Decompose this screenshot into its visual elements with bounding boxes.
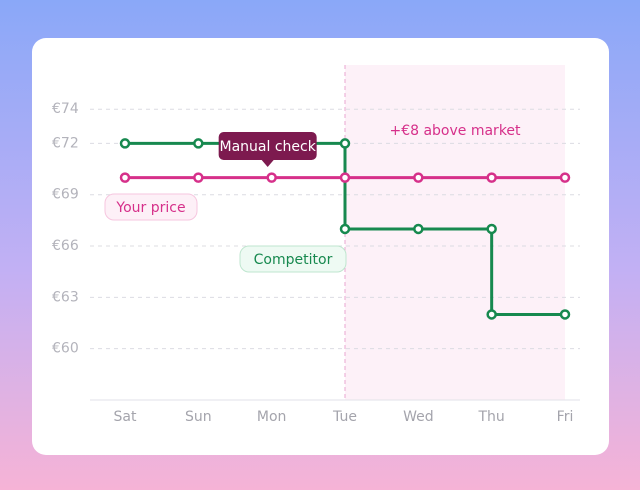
data-point xyxy=(486,172,497,183)
y-tick-label: €69 xyxy=(52,187,79,203)
tooltip-box xyxy=(218,132,317,160)
tooltip-label: Manual check xyxy=(220,139,317,155)
y-tick-label: €74 xyxy=(52,101,79,117)
data-point xyxy=(559,309,571,320)
data-point xyxy=(193,138,204,149)
data-point xyxy=(339,223,351,235)
data-point xyxy=(413,172,424,183)
legend-label: Competitor xyxy=(254,252,333,268)
x-tick-label: Tue xyxy=(332,409,357,425)
highlight-label: +€8 above market xyxy=(389,123,521,139)
data-point xyxy=(559,172,571,183)
x-tick-label: Mon xyxy=(257,409,287,425)
x-tick-label: Sat xyxy=(114,409,137,425)
legend-pill xyxy=(239,245,347,273)
data-point xyxy=(119,172,131,183)
x-tick-label: Thu xyxy=(478,409,505,425)
x-tick-label: Wed xyxy=(403,409,434,425)
y-tick-label: €60 xyxy=(52,341,79,357)
series xyxy=(119,172,571,183)
x-tick-label: Sun xyxy=(185,409,212,425)
data-point xyxy=(413,223,424,235)
y-tick-label: €63 xyxy=(52,289,79,305)
data-point xyxy=(486,309,497,320)
y-tick-label: €66 xyxy=(52,238,79,254)
data-point xyxy=(486,223,497,235)
highlight-band xyxy=(345,65,565,400)
data-point xyxy=(119,138,131,149)
legend-pill xyxy=(104,193,198,221)
x-tick-label: Fri xyxy=(557,409,574,425)
data-point xyxy=(339,172,351,183)
data-point xyxy=(339,138,351,149)
tooltip-pointer xyxy=(261,160,274,167)
legend-label: Your price xyxy=(115,200,185,216)
y-tick-label: €72 xyxy=(52,135,79,151)
data-point xyxy=(193,172,204,183)
data-point xyxy=(266,172,277,183)
